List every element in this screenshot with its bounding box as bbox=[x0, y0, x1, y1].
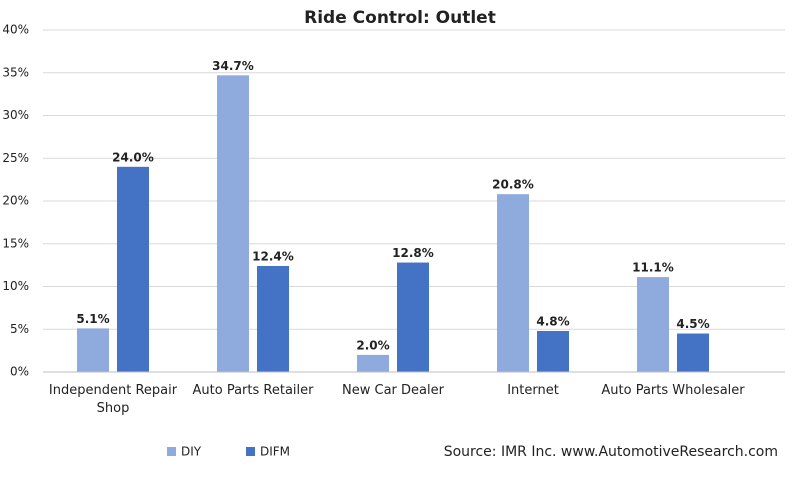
data-label: 2.0% bbox=[356, 338, 389, 352]
data-label: 12.4% bbox=[252, 249, 294, 263]
y-tick-label: 20% bbox=[2, 194, 29, 208]
chart-title: Ride Control: Outlet bbox=[304, 8, 496, 28]
y-tick-label: 0% bbox=[10, 365, 29, 379]
y-tick-label: 30% bbox=[2, 108, 29, 122]
source-note: Source: IMR Inc. www.AutomotiveResearch.… bbox=[444, 444, 778, 460]
data-label: 11.1% bbox=[632, 261, 674, 275]
bar bbox=[497, 194, 529, 372]
bar bbox=[677, 333, 709, 372]
legend-swatch bbox=[246, 447, 255, 456]
bar bbox=[117, 166, 149, 372]
legend-label: DIY bbox=[181, 445, 202, 459]
y-tick-label: 35% bbox=[2, 65, 29, 79]
bar bbox=[217, 75, 249, 372]
data-label: 5.1% bbox=[76, 312, 109, 326]
data-label: 4.5% bbox=[676, 317, 709, 331]
y-tick-label: 25% bbox=[2, 151, 29, 165]
data-label: 4.8% bbox=[536, 314, 569, 328]
data-label: 12.8% bbox=[392, 246, 434, 260]
data-label: 34.7% bbox=[212, 59, 254, 73]
x-tick-label: Internet bbox=[507, 383, 559, 398]
x-tick-label: Independent Repair Shop bbox=[48, 383, 178, 416]
y-tick-label: 15% bbox=[2, 236, 29, 250]
bar bbox=[77, 328, 109, 372]
y-tick-label: 5% bbox=[10, 322, 29, 336]
data-label: 20.8% bbox=[492, 178, 534, 192]
bar bbox=[537, 330, 569, 372]
data-label: 24.0% bbox=[112, 150, 154, 164]
x-tick-label: New Car Dealer bbox=[342, 383, 444, 398]
x-tick-label: Auto Parts Wholesaler bbox=[601, 383, 745, 398]
bar bbox=[357, 354, 389, 372]
y-tick-label: 10% bbox=[2, 279, 29, 293]
legend-label: DIFM bbox=[260, 445, 290, 459]
bar bbox=[257, 265, 289, 372]
x-tick-label: Auto Parts Retailer bbox=[192, 383, 314, 398]
bar bbox=[397, 262, 429, 372]
bar bbox=[637, 277, 669, 372]
y-tick-label: 40% bbox=[2, 23, 29, 37]
legend-swatch bbox=[167, 447, 176, 456]
